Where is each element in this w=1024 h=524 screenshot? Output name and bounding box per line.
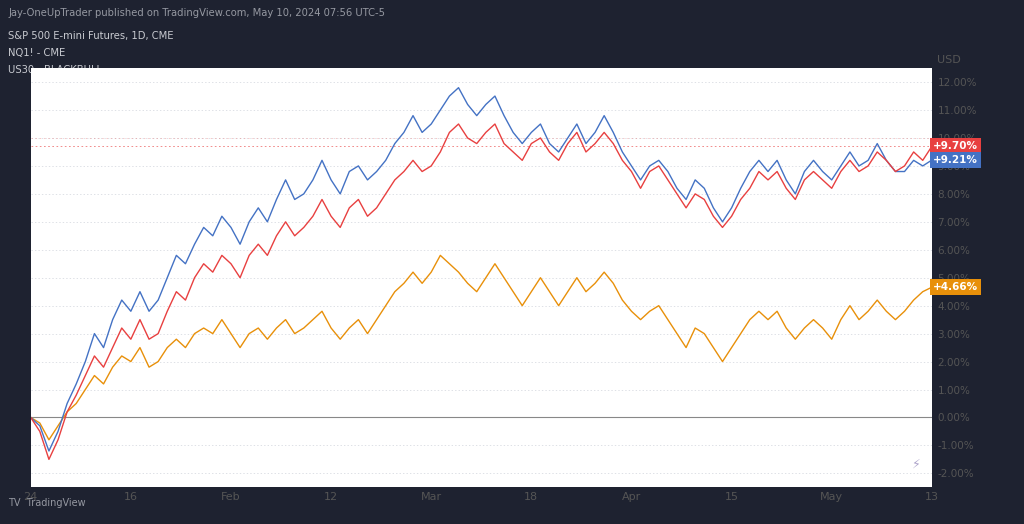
Text: US30 - BLACKBULL: US30 - BLACKBULL — [8, 65, 102, 75]
Text: +9.21%: +9.21% — [933, 155, 978, 165]
Text: USD: USD — [937, 56, 961, 66]
Text: +4.66%: +4.66% — [933, 282, 978, 292]
Text: Jay-OneUpTrader published on TradingView.com, May 10, 2024 07:56 UTC-5: Jay-OneUpTrader published on TradingView… — [8, 8, 385, 18]
Text: S&P 500 E-mini Futures, 1D, CME: S&P 500 E-mini Futures, 1D, CME — [8, 30, 174, 41]
Text: +9.70%: +9.70% — [933, 141, 978, 151]
Text: TV  TradingView: TV TradingView — [8, 498, 86, 508]
Text: NQ1! - CME: NQ1! - CME — [8, 48, 66, 58]
Text: ⚡: ⚡ — [912, 457, 921, 471]
